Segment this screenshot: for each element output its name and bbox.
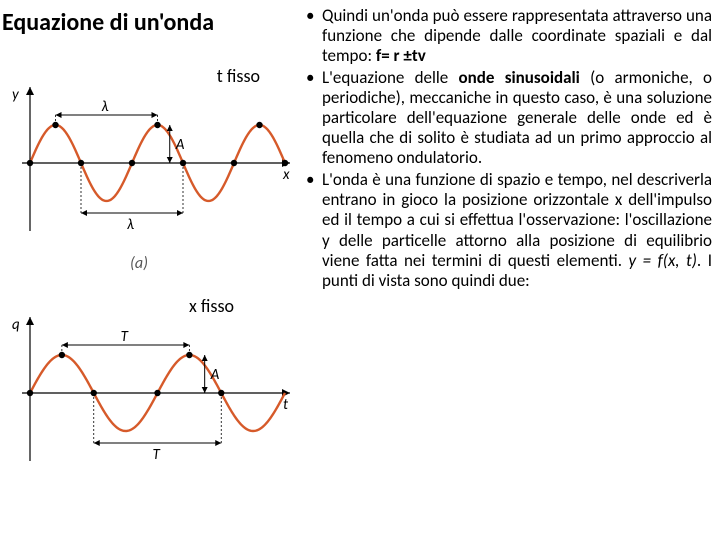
svg-text:λ: λ bbox=[102, 98, 109, 116]
text-column: Quindi un'onda può essere rappresentata … bbox=[300, 0, 720, 540]
svg-text:t: t bbox=[283, 396, 289, 414]
bullet-text: L'equazione delle bbox=[322, 67, 459, 88]
chart-bottom-label: x fisso bbox=[189, 295, 234, 317]
bullet-bold: onde sinusoidali bbox=[459, 67, 580, 88]
chart-top-label: t fisso bbox=[217, 65, 260, 87]
svg-text:A: A bbox=[210, 366, 220, 384]
wave-chart-top: x y λ λ A t fisso (a) bbox=[0, 45, 290, 275]
svg-text:x: x bbox=[282, 166, 290, 184]
svg-text:q: q bbox=[12, 316, 20, 334]
svg-text:y: y bbox=[12, 86, 20, 104]
bullet-italic: y = f(x, t) bbox=[629, 250, 697, 271]
bullet-item: L'onda è una funzione di spazio e tempo,… bbox=[304, 170, 712, 290]
bullet-list: Quindi un'onda può essere rappresentata … bbox=[304, 6, 712, 291]
bullet-item: L'equazione delle onde sinusoidali (o ar… bbox=[304, 68, 712, 168]
wave-chart-bottom: t q T T A x fisso bbox=[0, 275, 290, 505]
svg-text:A: A bbox=[175, 136, 185, 154]
page-title: Equazione di un'onda bbox=[0, 8, 296, 37]
bullet-bold: f= r ±tv bbox=[376, 45, 426, 66]
svg-text:λ: λ bbox=[127, 216, 134, 234]
bullet-item: Quindi un'onda può essere rappresentata … bbox=[304, 6, 712, 66]
chart-top-caption: (a) bbox=[130, 254, 148, 273]
svg-text:T: T bbox=[153, 446, 161, 464]
svg-text:T: T bbox=[121, 328, 129, 346]
